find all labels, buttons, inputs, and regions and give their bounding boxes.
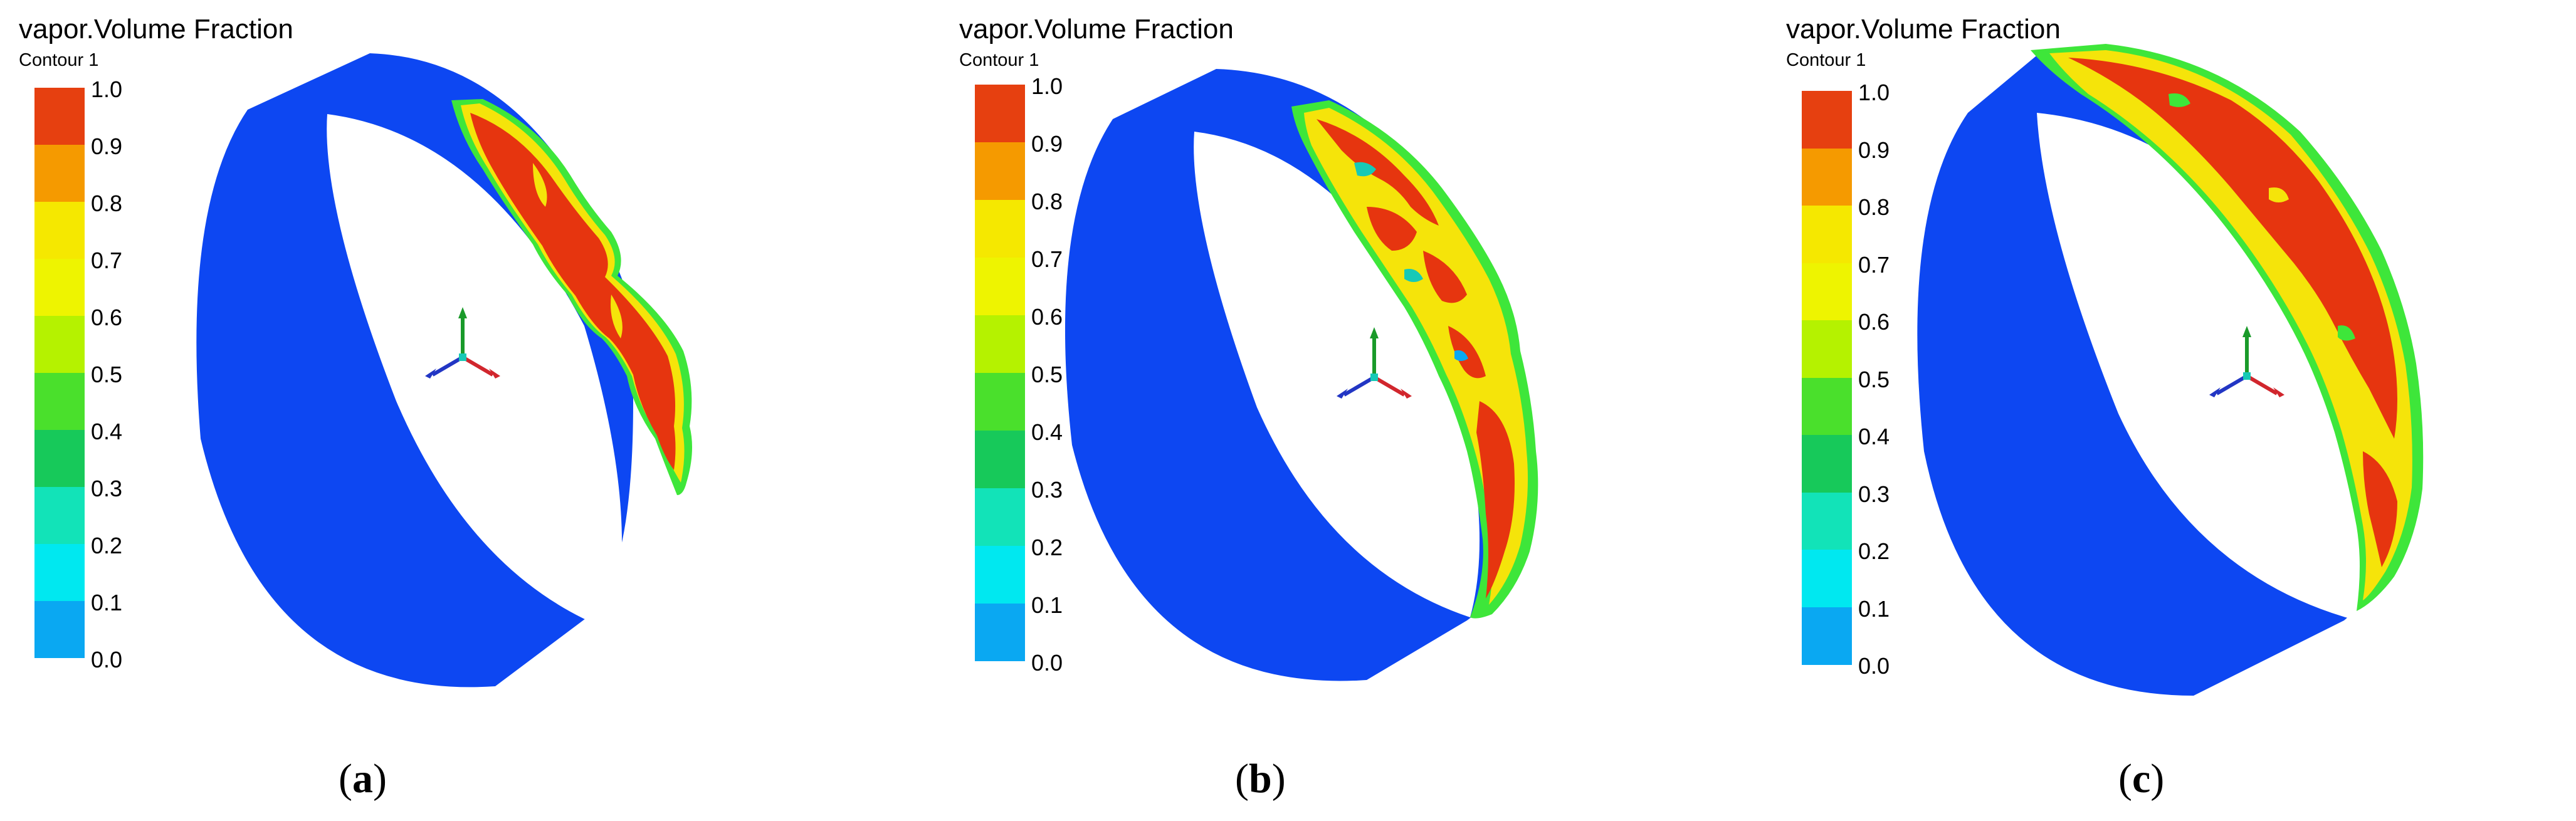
legend-tick-label: 0.1 [1858, 595, 1890, 622]
legend-band [1802, 206, 1852, 263]
contour-label: Contour 1 [19, 50, 99, 70]
legend-tick-label: 0.7 [1031, 246, 1063, 272]
ring-opening [1194, 132, 1480, 617]
legend-ticks: 1.0 0.9 0.8 0.7 0.6 0.5 0.4 0.3 0.2 0.1 0.0 [1031, 73, 1088, 676]
legend-band [975, 431, 1025, 488]
panel-c: vapor.Volume Fraction Contour 1 1.0 0.9 0.… [1717, 0, 2576, 821]
legend-tick-label: 0.1 [91, 590, 123, 615]
legend-tick-label: 0.4 [91, 419, 123, 444]
panel-a-graphic [196, 53, 692, 688]
legend-band [975, 373, 1025, 431]
legend-tick-label: 0.0 [1858, 653, 1890, 679]
legend-band [1802, 607, 1852, 665]
legend-ticks: 1.0 0.9 0.8 0.7 0.6 0.5 0.4 0.3 0.2 0.1 0.0 [1858, 80, 1915, 679]
legend-tick-label: 0.2 [1858, 538, 1890, 564]
legend-tick-label: 0.7 [1858, 251, 1890, 278]
legend-band [34, 202, 85, 259]
legend-band [34, 373, 85, 430]
legend-tick-label: 0.6 [91, 305, 123, 330]
legend-band [975, 142, 1025, 200]
legend-band [34, 145, 85, 202]
legend-band [975, 315, 1025, 373]
vapor-region [1291, 100, 1538, 619]
legend-tick-label: 0.3 [91, 476, 123, 501]
caption-c: (c) [2118, 756, 2165, 802]
legend-tick-label: 0.9 [1031, 131, 1063, 157]
legend-band [975, 488, 1025, 546]
variable-title: vapor.Volume Fraction [19, 14, 293, 44]
contour-label: Contour 1 [959, 50, 1039, 70]
legend-band [975, 85, 1025, 142]
legend-tick-label: 0.2 [91, 533, 123, 558]
legend-tick-label: 0.9 [1858, 137, 1890, 163]
legend-tick-label: 0.2 [1031, 535, 1063, 560]
legend-band [34, 316, 85, 373]
ring-opening [2037, 113, 2364, 620]
color-legend: 1.0 0.9 0.8 0.7 0.6 0.5 0.4 0.3 0.2 0.1 0.0 [975, 73, 1063, 676]
legend-tick-label: 0.5 [91, 362, 123, 387]
legend-bar [34, 88, 85, 658]
legend-band [1802, 377, 1852, 436]
legend-tick-label: 1.0 [91, 76, 123, 102]
legend-tick-label: 0.5 [1031, 362, 1063, 387]
legend-tick-label: 0.6 [1031, 304, 1063, 330]
legend-ticks: 1.0 0.9 0.8 0.7 0.6 0.5 0.4 0.3 0.2 0.1 0.0 [91, 76, 147, 672]
vapor-region [2031, 44, 2424, 611]
color-legend: 1.0 0.9 0.8 0.7 0.6 0.5 0.4 0.3 0.2 0.1 0.0 [34, 76, 122, 672]
legend-tick-label: 0.4 [1858, 424, 1890, 449]
legend-tick-label: 0.1 [1031, 592, 1063, 618]
legend-band [34, 259, 85, 316]
legend-tick-label: 0.8 [91, 191, 123, 216]
legend-band [1802, 91, 1852, 149]
variable-title: vapor.Volume Fraction [959, 14, 1234, 44]
panel-c-graphic [1917, 44, 2424, 696]
caption-a: (a) [339, 756, 387, 802]
legend-band [34, 544, 85, 601]
legend-tick-label: 0.8 [1031, 189, 1063, 214]
legend-tick-label: 0.8 [1858, 194, 1890, 220]
vapor-region [451, 99, 692, 495]
legend-band [34, 601, 85, 658]
legend-band [975, 546, 1025, 604]
legend-tick-label: 0.3 [1858, 481, 1890, 507]
legend-band [1802, 550, 1852, 607]
variable-title: vapor.Volume Fraction [1786, 14, 2061, 44]
legend-tick-label: 1.0 [1031, 73, 1063, 99]
legend-band [34, 88, 85, 145]
ring-opening [327, 114, 622, 630]
legend-band [975, 258, 1025, 315]
legend-band [34, 430, 85, 487]
panel-a: vapor.Volume Fraction Contour 1 1.0 0.9 0.… [0, 0, 859, 821]
legend-tick-label: 0.7 [91, 248, 123, 273]
legend-tick-label: 0.5 [1858, 366, 1890, 392]
legend-tick-label: 0.6 [1858, 309, 1890, 335]
caption-b: (b) [1235, 756, 1286, 802]
legend-tick-label: 1.0 [1858, 80, 1890, 105]
legend-band [975, 200, 1025, 258]
legend-tick-label: 0.9 [91, 133, 123, 159]
legend-band [1802, 435, 1852, 493]
legend-band [1802, 263, 1852, 321]
legend-bar [975, 85, 1025, 661]
axis-triad [425, 307, 500, 379]
legend-tick-label: 0.4 [1031, 419, 1063, 445]
contour-label: Contour 1 [1786, 50, 1866, 70]
legend-tick-label: 0.0 [91, 647, 123, 672]
color-legend: 1.0 0.9 0.8 0.7 0.6 0.5 0.4 0.3 0.2 0.1 0.0 [1802, 80, 1890, 679]
legend-band [1802, 492, 1852, 550]
legend-tick-label: 0.3 [1031, 477, 1063, 503]
panel-b-graphic [1065, 69, 1538, 681]
legend-tick-label: 0.0 [1031, 650, 1063, 676]
panel-b: vapor.Volume Fraction Contour 1 1.0 0.9 0.… [865, 0, 1724, 821]
axis-triad [2209, 326, 2284, 397]
legend-band [1802, 320, 1852, 378]
legend-bar [1802, 91, 1852, 665]
legend-band [975, 604, 1025, 661]
legend-band [34, 487, 85, 544]
axis-triad [1337, 327, 1412, 399]
legend-band [1802, 148, 1852, 206]
